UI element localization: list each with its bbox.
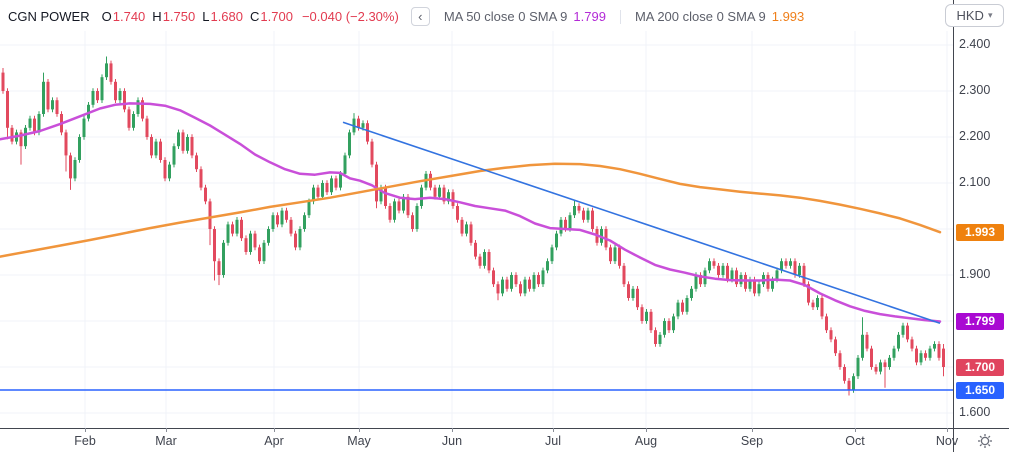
close-value: 1.700 xyxy=(260,9,293,24)
time-axis-border xyxy=(0,428,1009,429)
price-axis[interactable]: 2.400 2.300 2.200 2.100 1.900 1.600 1.993 1.799… xyxy=(954,0,1009,428)
time-axis-tick xyxy=(947,428,948,432)
time-axis-label: May xyxy=(347,434,371,448)
open-value: 1.740 xyxy=(112,9,146,24)
high-value: 1.750 xyxy=(162,9,196,24)
currency-selector[interactable]: HKD ▾ xyxy=(945,4,1004,27)
time-axis-label: Jul xyxy=(545,434,561,448)
time-axis-label: Apr xyxy=(264,434,284,448)
indicator-ma200[interactable]: MA 200 close 0 SMA 9 1.993 xyxy=(635,9,804,24)
time-axis-tick xyxy=(85,428,86,432)
price-badge: 1.799 xyxy=(956,312,1004,330)
chart-legend: CGN POWER O1.740 H1.750 L1.680 C1.700 −0… xyxy=(8,7,804,26)
chevron-down-icon: ▾ xyxy=(987,10,993,20)
time-axis-tick xyxy=(855,428,856,432)
price-axis-label: 2.400 xyxy=(959,37,991,51)
time-axis-label: Jun xyxy=(441,434,463,448)
indicator-ma200-value: 1.993 xyxy=(771,9,805,24)
time-axis-label: Oct xyxy=(845,434,865,448)
price-badge: 1.650 xyxy=(956,381,1004,399)
price-axis-label: 2.300 xyxy=(959,83,991,97)
time-axis-label: Mar xyxy=(155,434,177,448)
open-label: O1.740 xyxy=(101,9,146,24)
time-axis-label: Sep xyxy=(740,434,764,448)
time-axis-label: Nov xyxy=(935,434,959,448)
high-label: H1.750 xyxy=(152,9,196,24)
indicator-ma50[interactable]: MA 50 close 0 SMA 9 1.799 xyxy=(444,9,606,24)
price-axis-label: 1.600 xyxy=(959,405,991,419)
price-badge: 1.993 xyxy=(956,223,1004,241)
low-label: L1.680 xyxy=(202,9,244,24)
price-axis-label: 2.200 xyxy=(959,129,991,143)
legend-collapse-button[interactable]: ‹ xyxy=(410,7,430,26)
time-axis-label: Aug xyxy=(634,434,658,448)
price-badge: 1.700 xyxy=(956,358,1004,376)
legend-divider xyxy=(619,9,621,24)
time-axis[interactable]: Feb Mar Apr May Jun Jul Aug Sep Oct Nov xyxy=(0,428,1009,452)
indicator-ma50-value: 1.799 xyxy=(573,9,606,24)
close-label: C1.700 xyxy=(250,9,293,24)
time-axis-tick xyxy=(166,428,167,432)
time-axis-label: Feb xyxy=(74,434,96,448)
price-axis-label: 1.900 xyxy=(959,267,991,281)
indicator-ma200-label: MA 200 close 0 SMA 9 xyxy=(634,9,766,24)
price-axis-border xyxy=(953,0,954,452)
settings-gear-icon[interactable] xyxy=(974,431,996,451)
time-axis-tick xyxy=(274,428,275,432)
indicator-ma50-label: MA 50 close 0 SMA 9 xyxy=(443,9,568,24)
price-axis-label: 2.100 xyxy=(959,175,991,189)
symbol-title: CGN POWER xyxy=(8,9,90,24)
time-axis-tick xyxy=(752,428,753,432)
time-axis-tick xyxy=(452,428,453,432)
ohlc-readout: O1.740 H1.750 L1.680 C1.700 −0.040 (−2.3… xyxy=(102,9,399,24)
currency-label: HKD xyxy=(956,8,984,23)
time-axis-tick xyxy=(646,428,647,432)
low-value: 1.680 xyxy=(210,9,244,24)
time-axis-tick xyxy=(553,428,554,432)
time-axis-tick xyxy=(359,428,360,432)
change-value: −0.040 (−2.30%) xyxy=(301,9,399,24)
